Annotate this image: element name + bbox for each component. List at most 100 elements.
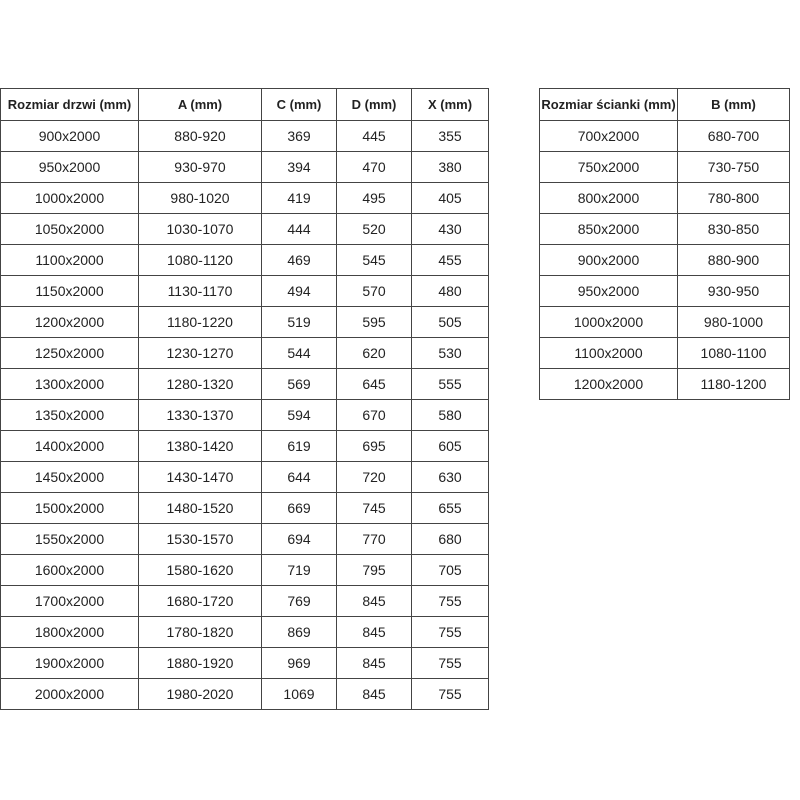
table-cell: 930-950 <box>677 275 790 307</box>
table-cell: 880-900 <box>677 244 790 276</box>
column-header: B (mm) <box>677 88 790 121</box>
table-cell: 680 <box>411 523 489 555</box>
table-cell: 900x2000 <box>539 244 678 276</box>
table-cell: 845 <box>336 647 412 679</box>
table-cell: 1100x2000 <box>0 244 139 276</box>
table-cell: 900x2000 <box>0 120 139 152</box>
table-row: 1900x2000 1880-1920 969 845 755 <box>0 647 489 679</box>
table-cell: 2000x2000 <box>0 678 139 710</box>
table-cell: 1200x2000 <box>539 368 678 400</box>
table-row: 950x2000 930-950 <box>539 275 790 307</box>
table-row: 1450x2000 1430-1470 644 720 630 <box>0 461 489 493</box>
table-row: 1050x2000 1030-1070 444 520 430 <box>0 213 489 245</box>
table-cell: 430 <box>411 213 489 245</box>
table-cell: 1250x2000 <box>0 337 139 369</box>
table-cell: 355 <box>411 120 489 152</box>
table-cell: 495 <box>336 182 412 214</box>
table-row: 1100x2000 1080-1120 469 545 455 <box>0 244 489 276</box>
table-cell: 494 <box>261 275 337 307</box>
table-cell: 1130-1170 <box>138 275 262 307</box>
table-cell: 1350x2000 <box>0 399 139 431</box>
table-cell: 619 <box>261 430 337 462</box>
table-cell: 555 <box>411 368 489 400</box>
table-cell: 445 <box>336 120 412 152</box>
table-row: 1000x2000 980-1020 419 495 405 <box>0 182 489 214</box>
table-cell: 1000x2000 <box>0 182 139 214</box>
table-cell: 580 <box>411 399 489 431</box>
table-cell: 755 <box>411 616 489 648</box>
table-cell: 1450x2000 <box>0 461 139 493</box>
table-cell: 1600x2000 <box>0 554 139 586</box>
table-cell: 845 <box>336 616 412 648</box>
table-cell: 1780-1820 <box>138 616 262 648</box>
table-cell: 1550x2000 <box>0 523 139 555</box>
table-cell: 800x2000 <box>539 182 678 214</box>
table-cell: 869 <box>261 616 337 648</box>
table-cell: 505 <box>411 306 489 338</box>
table-cell: 720 <box>336 461 412 493</box>
table-header-row: Rozmiar drzwi (mm) A (mm) C (mm) D (mm) X (m… <box>0 88 489 121</box>
table-row: 2000x2000 1980-2020 1069 845 755 <box>0 678 489 710</box>
column-header: D (mm) <box>336 88 412 121</box>
table-cell: 969 <box>261 647 337 679</box>
table-cell: 469 <box>261 244 337 276</box>
table-cell: 1080-1100 <box>677 337 790 369</box>
table-cell: 1800x2000 <box>0 616 139 648</box>
table-row: 1350x2000 1330-1370 594 670 580 <box>0 399 489 431</box>
table-cell: 1200x2000 <box>0 306 139 338</box>
table-cell: 655 <box>411 492 489 524</box>
table-cell: 695 <box>336 430 412 462</box>
table-row: 850x2000 830-850 <box>539 213 790 245</box>
table-cell: 1580-1620 <box>138 554 262 586</box>
table-cell: 705 <box>411 554 489 586</box>
table-cell: 980-1000 <box>677 306 790 338</box>
column-header: Rozmiar drzwi (mm) <box>0 88 139 121</box>
table-cell: 1050x2000 <box>0 213 139 245</box>
table-row: 950x2000 930-970 394 470 380 <box>0 151 489 183</box>
table-row: 1100x2000 1080-1100 <box>539 337 790 369</box>
table-cell: 1069 <box>261 678 337 710</box>
column-header: Rozmiar ścianki (mm) <box>539 88 678 121</box>
table-row: 1300x2000 1280-1320 569 645 555 <box>0 368 489 400</box>
table-row: 1500x2000 1480-1520 669 745 655 <box>0 492 489 524</box>
table-cell: 470 <box>336 151 412 183</box>
table-cell: 745 <box>336 492 412 524</box>
table-cell: 950x2000 <box>539 275 678 307</box>
table-cell: 1530-1570 <box>138 523 262 555</box>
table-row: 800x2000 780-800 <box>539 182 790 214</box>
table-row: 1200x2000 1180-1220 519 595 505 <box>0 306 489 338</box>
column-header: A (mm) <box>138 88 262 121</box>
table-cell: 845 <box>336 678 412 710</box>
table-cell: 930-970 <box>138 151 262 183</box>
table-cell: 694 <box>261 523 337 555</box>
table-cell: 1430-1470 <box>138 461 262 493</box>
table-cell: 730-750 <box>677 151 790 183</box>
table-cell: 719 <box>261 554 337 586</box>
table-cell: 605 <box>411 430 489 462</box>
table-cell: 455 <box>411 244 489 276</box>
table-cell: 1380-1420 <box>138 430 262 462</box>
table-cell: 480 <box>411 275 489 307</box>
table-cell: 880-920 <box>138 120 262 152</box>
table-cell: 570 <box>336 275 412 307</box>
table-cell: 830-850 <box>677 213 790 245</box>
table-row: 700x2000 680-700 <box>539 120 790 152</box>
table-cell: 1180-1220 <box>138 306 262 338</box>
table-row: 1400x2000 1380-1420 619 695 605 <box>0 430 489 462</box>
table-cell: 1680-1720 <box>138 585 262 617</box>
table-cell: 850x2000 <box>539 213 678 245</box>
table-cell: 544 <box>261 337 337 369</box>
table-cell: 444 <box>261 213 337 245</box>
table-cell: 1900x2000 <box>0 647 139 679</box>
column-header: C (mm) <box>261 88 337 121</box>
table-cell: 780-800 <box>677 182 790 214</box>
column-header: X (mm) <box>411 88 489 121</box>
table-cell: 394 <box>261 151 337 183</box>
table-cell: 755 <box>411 585 489 617</box>
table-cell: 795 <box>336 554 412 586</box>
table-cell: 595 <box>336 306 412 338</box>
table-cell: 700x2000 <box>539 120 678 152</box>
table-cell: 1030-1070 <box>138 213 262 245</box>
wall-size-table: Rozmiar ścianki (mm) B (mm) 700x2000 680-7… <box>539 88 790 400</box>
table-cell: 670 <box>336 399 412 431</box>
